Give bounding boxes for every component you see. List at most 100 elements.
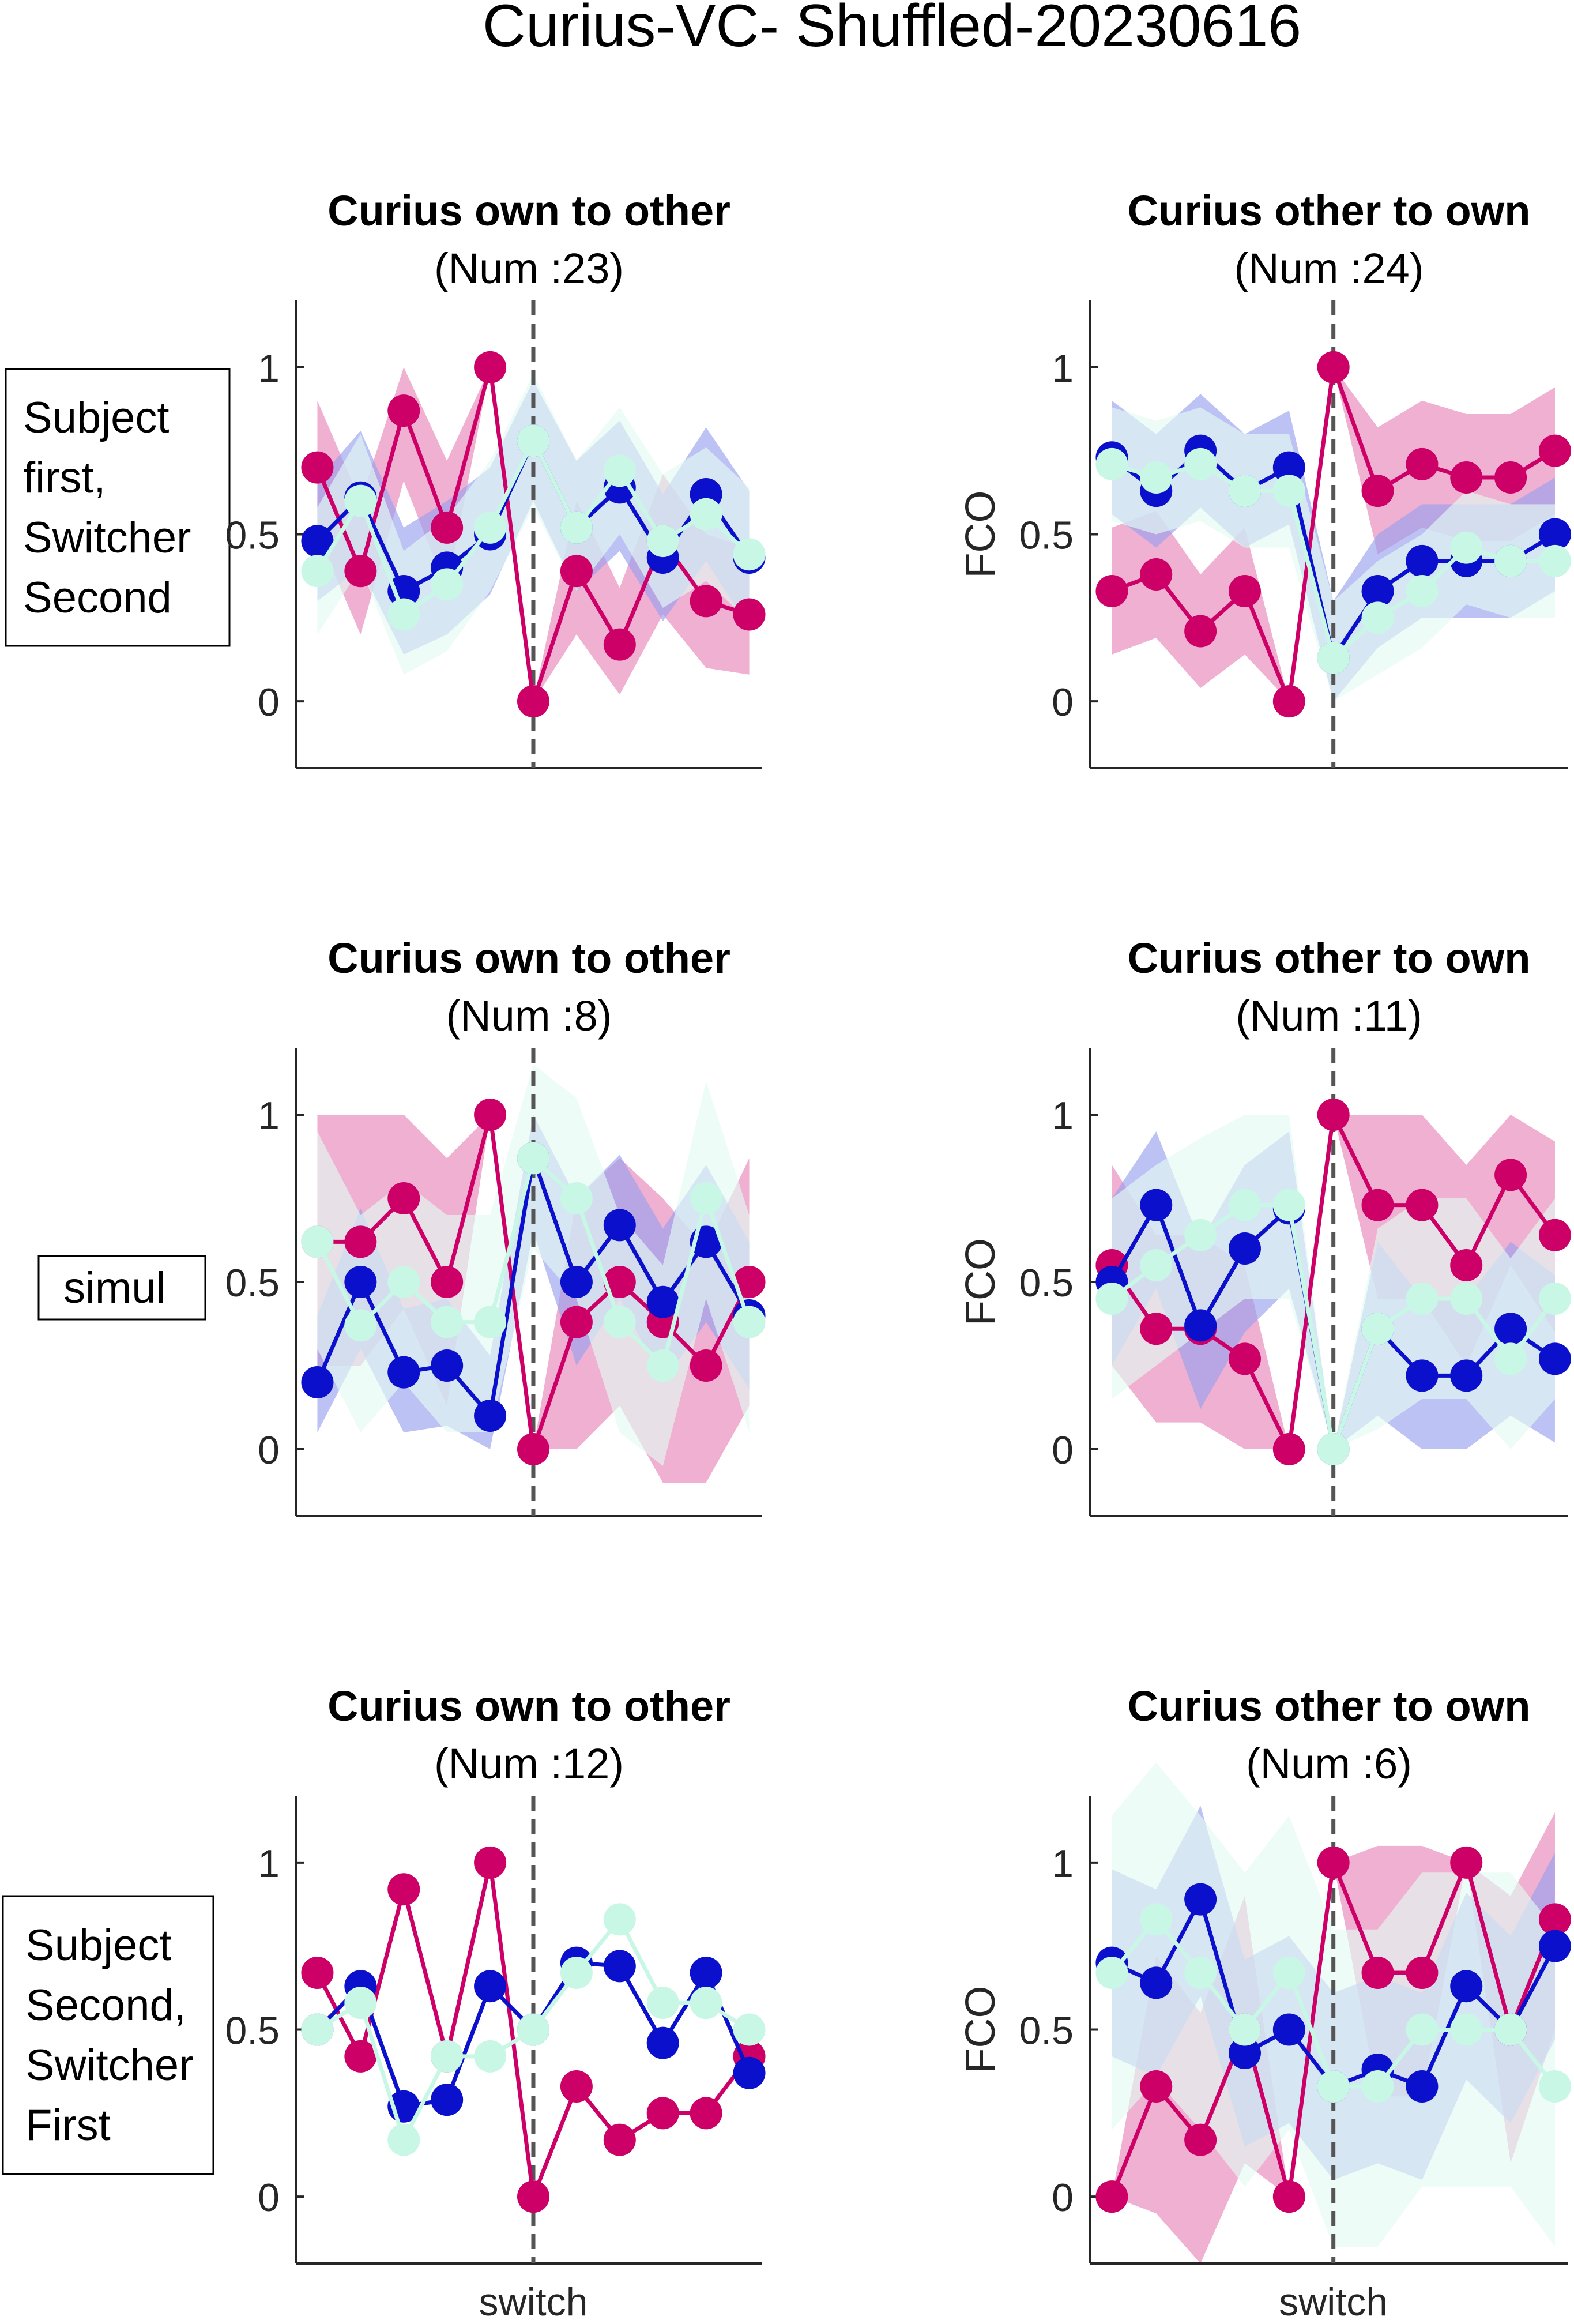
data-point-magenta [1361, 1957, 1394, 1990]
data-point-mint [1228, 1189, 1261, 1221]
data-point-mint [301, 2013, 334, 2046]
y-tick-label: 1 [1052, 347, 1074, 390]
data-point-blue [603, 1209, 636, 1242]
data-point-blue [690, 1957, 722, 1990]
data-point-mint [431, 2040, 464, 2073]
data-point-blue [1184, 1883, 1217, 1916]
data-point-magenta [344, 555, 377, 588]
data-point-magenta [1140, 558, 1173, 591]
panel-subtitle: (Num :12) [434, 1740, 624, 1788]
data-point-blue [344, 1266, 377, 1298]
data-point-magenta [517, 1433, 549, 1465]
data-point-blue [1361, 574, 1394, 607]
data-point-magenta [1228, 574, 1261, 607]
row-labels: Subjectfirst,SwitcherSecondsimulSubjectS… [2, 368, 231, 2175]
data-point-mint [1494, 1342, 1527, 1375]
data-point-blue [646, 2026, 679, 2059]
data-point-mint [1361, 601, 1394, 634]
data-point-mint [474, 1306, 507, 1338]
data-point-magenta [474, 1099, 507, 1131]
data-point-magenta [1450, 1846, 1483, 1879]
data-point-mint [517, 2013, 549, 2046]
data-point-mint [603, 1306, 636, 1338]
data-point-magenta [1494, 461, 1527, 494]
data-point-mint [431, 568, 464, 601]
data-point-magenta [1317, 351, 1350, 383]
data-point-mint [690, 498, 722, 531]
data-point-mint [1317, 641, 1350, 674]
series-mint [301, 424, 766, 631]
data-point-blue [1184, 1309, 1217, 1342]
data-point-magenta [1272, 2180, 1305, 2213]
data-point-magenta [690, 1349, 722, 1382]
data-point-magenta [603, 2123, 636, 2156]
panel-subtitle: (Num :6) [1246, 1740, 1412, 1788]
data-point-magenta [517, 685, 549, 718]
data-point-magenta [301, 451, 334, 484]
data-point-magenta [474, 1846, 507, 1879]
data-point-magenta [1184, 615, 1217, 648]
data-point-mint [387, 1266, 420, 1298]
data-point-mint [301, 1225, 334, 1258]
data-point-mint [474, 511, 507, 544]
x-axis-label: switch [1279, 2280, 1388, 2321]
band-mint [1112, 1115, 1555, 1449]
data-point-mint [1140, 1903, 1173, 1936]
data-point-blue [1406, 2070, 1439, 2103]
y-tick-label: 1 [1052, 1094, 1074, 1138]
data-point-magenta [1272, 1433, 1305, 1465]
data-point-magenta [1317, 1846, 1350, 1879]
data-point-mint [1228, 2013, 1261, 2046]
data-point-magenta [1095, 2180, 1128, 2213]
data-point-magenta [1494, 1159, 1527, 1191]
data-point-blue [1272, 451, 1305, 484]
y-tick-label: 0 [258, 1428, 280, 1472]
y-tick-label: 0 [1052, 2176, 1074, 2220]
y-tick-label: 1 [1052, 1842, 1074, 1886]
data-point-blue [1140, 1189, 1173, 1221]
data-point-magenta [1538, 1903, 1571, 1936]
data-point-mint [344, 484, 377, 517]
data-point-magenta [1317, 1099, 1350, 1131]
panel-title: Curius other to own [1128, 934, 1531, 982]
data-point-mint [1450, 1283, 1483, 1315]
band-magenta [1112, 367, 1555, 702]
data-point-mint [1494, 544, 1527, 577]
data-point-blue [1228, 2037, 1261, 2070]
data-point-mint [646, 1349, 679, 1382]
data-point-magenta [1361, 475, 1394, 507]
data-point-magenta [1538, 434, 1571, 467]
data-point-blue [733, 2056, 766, 2089]
data-point-mint [1406, 1283, 1439, 1315]
data-point-mint [733, 2013, 766, 2046]
data-point-blue [603, 1950, 636, 1983]
y-tick-label: 0.5 [1019, 514, 1074, 558]
band-mint [317, 1065, 750, 1466]
y-axis-label: FCO [958, 1238, 1004, 1326]
y-tick-label: 1 [258, 1842, 280, 1886]
data-point-mint [1184, 1219, 1217, 1251]
data-point-mint [1450, 531, 1483, 564]
data-point-magenta [344, 2040, 377, 2073]
row-label-line: first, [23, 453, 106, 502]
confidence-bands [317, 1065, 750, 1483]
panel-subtitle: (Num :11) [1236, 992, 1422, 1040]
data-point-magenta [603, 628, 636, 661]
data-point-mint [387, 2123, 420, 2156]
row-label-box [37, 1255, 206, 1321]
data-point-magenta [387, 394, 420, 427]
data-point-magenta [431, 1266, 464, 1298]
data-point-mint [517, 424, 549, 457]
data-point-magenta [603, 1266, 636, 1298]
data-point-magenta [517, 2180, 549, 2213]
data-point-mint [733, 1306, 766, 1338]
data-point-mint [1184, 1957, 1217, 1990]
data-point-mint [603, 1903, 636, 1936]
y-tick-label: 1 [258, 1094, 280, 1138]
data-point-mint [344, 1309, 377, 1342]
data-point-mint [1228, 475, 1261, 507]
data-point-magenta [733, 1266, 766, 1298]
y-tick-label: 0.5 [225, 1261, 280, 1305]
data-point-magenta [301, 1957, 334, 1990]
data-point-blue [1538, 518, 1571, 551]
